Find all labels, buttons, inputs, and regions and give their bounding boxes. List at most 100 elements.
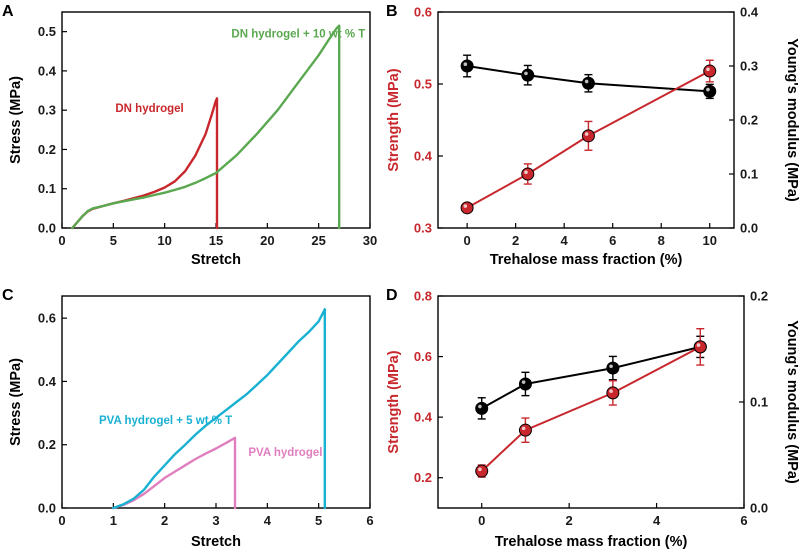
panel-a-ytick-label: 0.0	[38, 221, 56, 236]
panel-d-strength-point-highlight	[609, 389, 613, 393]
panel-b-modulus-line	[466, 65, 710, 93]
panel-c-series-line-2	[112, 308, 326, 510]
panel-b-modulus-point-highlight	[463, 62, 468, 66]
panel-c-xtick-label: 0	[58, 513, 65, 528]
panel-a-xtick-label: 5	[110, 233, 117, 248]
panel-d-xtick-label: 0	[478, 513, 485, 528]
panel-b-modulus-point-highlight	[584, 79, 589, 84]
panel-c-xtick-label: 1	[110, 513, 117, 528]
panel-a-xtick-label: 10	[157, 233, 171, 248]
panel-d-strength-point	[606, 386, 620, 400]
panel-d-ylabel-right: Young's modulus (MPa)	[784, 320, 800, 484]
panel-b-strength-point-highlight	[706, 67, 710, 72]
panel-b-modulus-point	[581, 76, 595, 90]
panel-d-ytick-label: 0.2	[414, 470, 432, 485]
panel-b-modulus-point	[703, 84, 717, 98]
panel-d-modulus-point	[475, 401, 489, 415]
panel-a-ytick-label: 0.1	[38, 181, 56, 196]
panel-a-ytick-label: 0.2	[38, 142, 56, 157]
panel-a-ytick-label: 0.3	[38, 103, 56, 118]
panel-d-modulus-line	[481, 345, 701, 410]
panel-c-series-line-1	[112, 436, 237, 510]
panel-b-ytick-right-label: 0.1	[740, 167, 758, 182]
panel-b-ylabel-left: Strength (MPa)	[386, 68, 402, 171]
panel-d: 0 2 4 6 0.2 0.4 0.6 0.8 0.0 0.1 0.2 Trehalose mass…	[386, 289, 800, 551]
panel-a-marks: 0 5 10 15 20 25 30 0.0 0.1 0.2 0.3 0.4 0.5 DN hydroge…	[38, 24, 377, 248]
panel-c-ytick-label: 0.0	[38, 501, 56, 516]
panel-letter-a: A	[2, 3, 14, 20]
panel-b-ytick-right-label: 0.2	[740, 113, 758, 128]
panel-b-xtick-label: 8	[658, 233, 665, 248]
panel-letter-c: C	[2, 287, 14, 304]
panel-c-annotation-2: PVA hydrogel	[248, 447, 322, 459]
panel-d-ytick-right-label: 0.1	[750, 395, 768, 410]
panel-d-ytick-right-label: 0.0	[750, 501, 768, 516]
panel-d-modulus-point-highlight	[521, 380, 526, 384]
panel-d-strength-point	[475, 464, 489, 478]
panel-a-xtick-label: 15	[209, 233, 223, 248]
panel-b-ytick-label: 0.3	[414, 221, 432, 236]
panel-c-xtick-label: 4	[264, 513, 272, 528]
panel-d-modulus-point-highlight	[478, 404, 482, 409]
panel-d-strength-point-highlight	[696, 343, 701, 347]
panel-b-xlabel: Trehalose mass fraction (%)	[490, 252, 683, 268]
panel-c-xtick-label: 3	[212, 513, 219, 528]
panel-b-strength-point	[521, 167, 535, 181]
panel-c-annotation-1: PVA hydrogel + 5 wt % T	[99, 415, 232, 427]
panel-b-ytick-right-label: 0.4	[740, 5, 759, 20]
panel-c-ylabel: Stress (MPa)	[8, 358, 24, 446]
panel-b-ylabel-right: Young's modulus (MPa)	[784, 38, 800, 202]
panel-b-ytick-label: 0.6	[414, 5, 432, 20]
panel-d-strength-point-highlight	[521, 426, 526, 431]
panel-a-ytick-label: 0.4	[38, 63, 57, 78]
panel-d-ytick-label: 0.4	[414, 410, 433, 425]
panel-d-marks: 0 2 4 6 0.2 0.4 0.6 0.8 0.0 0.1 0.2	[414, 289, 768, 529]
panel-b-marks: 0 2 4 6 8 10 0.3 0.4 0.5 0.6 0.0 0.1 0.2 0.3 0.4	[414, 5, 759, 249]
panel-d-strength-point	[693, 340, 707, 354]
panel-a-xtick-label: 20	[260, 233, 274, 248]
panel-b-strength-point	[581, 129, 595, 143]
panel-b-strength-point	[460, 201, 474, 215]
panel-d-xtick-label: 4	[653, 513, 661, 528]
panel-c-xtick-label: 5	[315, 513, 322, 528]
panel-b-xtick-label: 10	[703, 233, 717, 248]
panel-a-xtick-label: 0	[58, 233, 65, 248]
panel-b-strength-point-highlight	[463, 204, 468, 208]
panel-b-strength-point-highlight	[584, 132, 589, 136]
panel-letter-d: D	[386, 287, 398, 304]
panel-b: 0 2 4 6 8 10 0.3 0.4 0.5 0.6 0.0 0.1 0.2 0.3 0.4 Treha…	[386, 5, 800, 269]
panel-d-modulus-point	[606, 361, 620, 375]
panel-b-ytick-label: 0.5	[414, 77, 432, 92]
panel-a-xlabel: Stretch	[191, 252, 241, 268]
panel-b-frame	[437, 11, 735, 229]
panel-d-modulus-point	[518, 377, 532, 391]
panel-c-ytick-label: 0.4	[38, 374, 57, 389]
panel-c-xtick-label: 2	[161, 513, 168, 528]
panel-b-xtick-label: 2	[512, 233, 519, 248]
panel-b-ytick-right-label: 0.0	[740, 221, 758, 236]
panel-b-modulus-point-highlight	[524, 71, 528, 76]
panel-b-xtick-label: 4	[561, 233, 569, 248]
panel-letter-b: B	[386, 3, 398, 20]
panel-c-ytick-label: 0.6	[38, 311, 56, 326]
panel-d-modulus-point-highlight	[609, 364, 613, 369]
panel-d-ytick-right-label: 0.2	[750, 289, 768, 304]
panel-a-ytick-label: 0.5	[38, 24, 56, 39]
panel-a-series-line-2	[71, 24, 341, 230]
panel-d-strength-line	[481, 346, 701, 472]
panel-a: 0 5 10 15 20 25 30 0.0 0.1 0.2 0.3 0.4 0.5 DN hydroge…	[8, 11, 377, 268]
panel-c-xtick-label: 6	[366, 513, 373, 528]
panel-d-strength-point	[518, 423, 532, 437]
panel-c: 0 1 2 3 4 5 6 0.0 0.2 0.4 0.6 PVA hydrogel + 5 wt %…	[8, 295, 374, 550]
panel-a-xtick-label: 30	[363, 233, 377, 248]
panel-a-xtick-label: 25	[311, 233, 325, 248]
panel-b-modulus-point	[521, 68, 535, 82]
panel-d-xtick-label: 6	[740, 513, 747, 528]
panel-d-ylabel-left: Strength (MPa)	[386, 350, 402, 453]
panel-b-ytick-label: 0.4	[414, 149, 433, 164]
panel-b-strength-point	[703, 64, 717, 78]
panel-b-ytick-right-label: 0.3	[740, 59, 758, 74]
panel-b-modulus-point-highlight	[706, 87, 710, 92]
panel-d-ytick-label: 0.6	[414, 349, 432, 364]
panel-d-xlabel: Trehalose mass fraction (%)	[495, 534, 688, 550]
